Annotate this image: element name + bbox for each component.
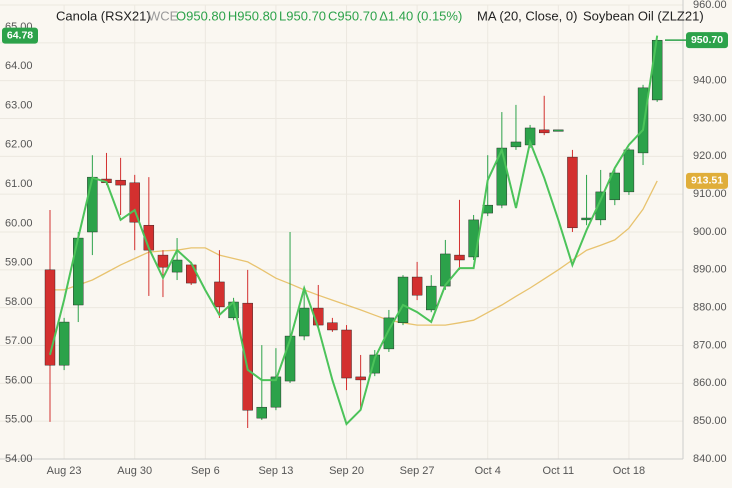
candle-body (637, 87, 649, 154)
y-tick-label: 840.00 (693, 453, 727, 465)
candle-body (284, 335, 296, 382)
candle-body (73, 237, 84, 306)
x-tick-label: Oct 11 (543, 465, 575, 477)
candle-body (115, 179, 126, 186)
y-tick-label: 960.00 (693, 0, 727, 11)
x-tick-label: Oct 4 (475, 465, 501, 477)
chart-title: Canola (RSX21) (56, 8, 151, 23)
x-tick-label: Sep 20 (329, 465, 364, 477)
x-tick-label: Sep 13 (258, 465, 293, 477)
y2-tick-label: 58.00 (5, 296, 33, 308)
candle-body (242, 302, 253, 411)
candle-body (411, 276, 423, 296)
quote-value: Δ1.40 (0.15%) (379, 8, 462, 23)
y2-tick-label: 57.00 (5, 335, 33, 347)
candle-body (157, 254, 169, 268)
candle-body (553, 129, 564, 132)
y-tick-label: 890.00 (693, 264, 727, 276)
labels: 840.00 850.00 860.00 870.00 880.00 890.00 900.… (2, 0, 728, 477)
candle-body (270, 376, 282, 408)
candle-body (609, 172, 620, 201)
candle-body (171, 259, 183, 273)
price-label: 950.70 (691, 34, 723, 46)
price-tag (686, 172, 728, 189)
candle-body (298, 307, 310, 337)
candle-body (383, 317, 395, 350)
y2-tick-label: 63.00 (5, 99, 33, 111)
candle-body (355, 376, 366, 381)
candle-body (341, 329, 352, 379)
candle-body (397, 276, 409, 323)
x-tick-label: Sep 27 (400, 465, 435, 477)
y-tick-label: 900.00 (693, 226, 727, 238)
quote-value: H950.80 (228, 8, 277, 23)
candle-body (623, 149, 635, 193)
series-line (49, 35, 659, 426)
y2-tick-label: 61.00 (5, 178, 33, 190)
candle-body (129, 182, 140, 223)
y-tick-label: 930.00 (693, 112, 727, 124)
y-tick-label: 870.00 (693, 339, 727, 351)
y-tick-label: 860.00 (693, 377, 727, 389)
candle-body (369, 354, 380, 374)
y2-tick-label: 55.00 (5, 414, 33, 426)
y-tick-label: 920.00 (693, 150, 727, 162)
candle-body (58, 321, 70, 366)
candle-body (44, 269, 56, 366)
y2-tick-label: 54.00 (5, 453, 33, 465)
legend-entry: Soybean Oil (ZLZ21) (583, 8, 704, 23)
candle-body (510, 141, 522, 148)
candle-body (595, 191, 606, 221)
price-label: 64.78 (7, 29, 33, 41)
y2-tick-label: 64.00 (5, 60, 33, 72)
candle-body (426, 285, 437, 311)
y2-tick-label: 62.00 (5, 139, 33, 151)
quote-value: L950.70 (279, 8, 326, 23)
exchange: WCE (148, 8, 179, 23)
candle-body (214, 281, 225, 308)
candle-body (539, 129, 550, 134)
grid (0, 0, 684, 460)
candle-body (454, 254, 465, 261)
y-tick-label: 940.00 (693, 75, 727, 87)
candle-body (581, 217, 592, 221)
price-label: 913.51 (691, 175, 723, 187)
legend-entry: MA (20, Close, 0) (477, 8, 577, 23)
candle-body (567, 156, 578, 229)
quote-value: C950.70 (328, 8, 377, 23)
candle-body (651, 39, 663, 101)
x-tick-label: Sep 6 (191, 465, 220, 477)
candle-body (256, 406, 267, 419)
y-tick-label: 880.00 (693, 302, 727, 314)
x-tick-label: Aug 23 (47, 465, 82, 477)
y2-tick-label: 56.00 (5, 374, 33, 386)
price-tag (2, 27, 38, 44)
price-tag (686, 32, 728, 49)
candle-body (327, 322, 338, 331)
quote: O950.80 H950.80 L950.70 C950.70 Δ1.40 (0.15%… (176, 8, 462, 23)
y-tick-label: 850.00 (693, 415, 727, 427)
y2-tick-label: 60.00 (5, 217, 33, 229)
plot (44, 35, 663, 428)
x-tick-label: Aug 30 (117, 465, 152, 477)
quote-value: O950.80 (176, 8, 226, 23)
x-tick-label: Oct 18 (613, 465, 645, 477)
y-tick-label: 910.00 (693, 188, 727, 200)
y2-tick-label: 59.00 (5, 257, 33, 269)
candle-body (87, 176, 98, 233)
